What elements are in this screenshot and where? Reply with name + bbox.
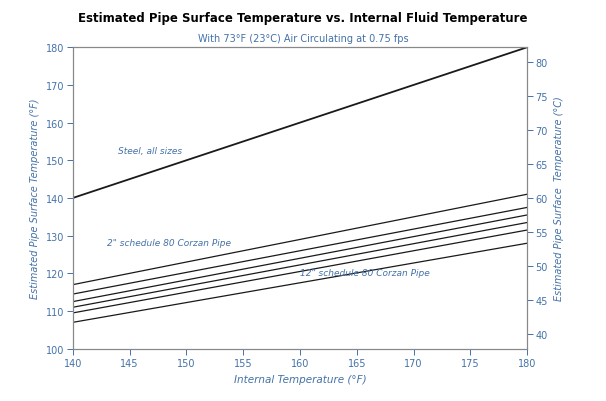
- Y-axis label: Estimated Pipe Surface Temperature (°F): Estimated Pipe Surface Temperature (°F): [30, 99, 41, 298]
- Text: Estimated Pipe Surface Temperature vs. Internal Fluid Temperature: Estimated Pipe Surface Temperature vs. I…: [78, 12, 528, 25]
- Y-axis label: Estimated Pipe Surface  Temperature (°C): Estimated Pipe Surface Temperature (°C): [554, 96, 564, 301]
- X-axis label: Internal Temperature (°F): Internal Temperature (°F): [234, 374, 366, 384]
- Text: 2" schedule 80 Corzan Pipe: 2" schedule 80 Corzan Pipe: [107, 239, 231, 247]
- Text: With 73°F (23°C) Air Circulating at 0.75 fps: With 73°F (23°C) Air Circulating at 0.75…: [198, 34, 408, 44]
- Text: Steel, all sizes: Steel, all sizes: [118, 146, 182, 155]
- Text: 12" schedule 80 Corzan Pipe: 12" schedule 80 Corzan Pipe: [300, 269, 430, 277]
